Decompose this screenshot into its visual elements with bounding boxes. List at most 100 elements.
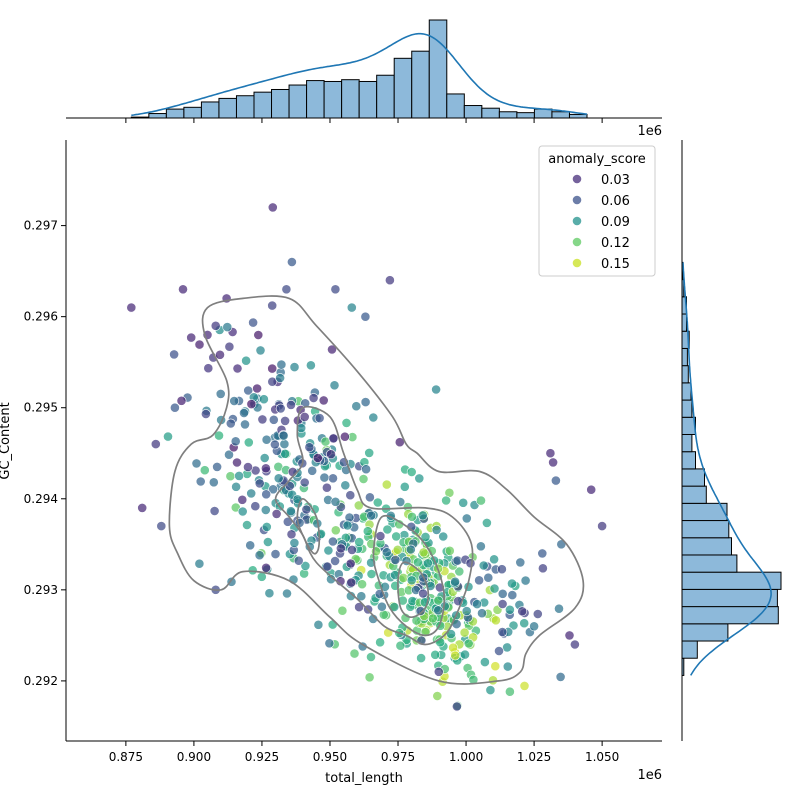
scatter-point	[538, 563, 548, 574]
scatter-point	[254, 550, 265, 561]
right-hist-bar	[681, 485, 707, 504]
scatter-point	[497, 627, 508, 637]
scatter-point	[497, 599, 508, 609]
scatter-point	[399, 481, 410, 492]
top-hist-bar	[481, 107, 500, 119]
scatter-point	[357, 579, 367, 590]
scatter-point	[489, 554, 499, 565]
scatter-point	[586, 484, 597, 495]
scatter-point	[346, 577, 357, 588]
kde-contour-line	[274, 405, 474, 646]
scatter-point	[255, 345, 266, 356]
scatter-point	[137, 502, 148, 513]
scatter-point	[339, 431, 350, 442]
right-hist-bar	[681, 588, 778, 608]
scatter-point	[301, 504, 312, 515]
scatter-point	[431, 384, 441, 395]
scatter-point	[450, 650, 461, 661]
top-hist-bar	[568, 113, 588, 119]
top-hist-bar	[463, 105, 483, 119]
top-hist-bar	[183, 106, 202, 119]
scatter-point	[327, 536, 338, 547]
scatter-point	[407, 511, 417, 522]
top-marginal-histogram	[130, 19, 588, 119]
y-axis-label: GC_Content	[0, 402, 13, 479]
scatter-point	[237, 494, 248, 505]
right-hist-bar	[681, 313, 687, 332]
scatter-point	[405, 544, 416, 555]
scatter-point	[270, 549, 281, 559]
scatter-point	[478, 560, 489, 571]
scatter-point	[502, 642, 512, 653]
scatter-point	[259, 453, 270, 463]
right-hist-bar	[681, 451, 696, 470]
scatter-point	[285, 506, 296, 517]
legend-label: 0.09	[601, 215, 630, 230]
right-hist-bar	[681, 382, 692, 401]
scatter-point	[463, 638, 474, 649]
right-hist-bar	[681, 433, 693, 453]
scatter-point	[260, 463, 271, 474]
kde-contours	[168, 295, 585, 685]
scatter-point	[461, 606, 472, 616]
scatter-point	[261, 522, 272, 532]
scatter-point	[278, 430, 289, 441]
scatter-point	[517, 606, 528, 617]
scatter-point	[458, 497, 469, 508]
scatter-point	[327, 344, 337, 355]
scatter-point	[253, 330, 264, 340]
scatter-point	[318, 395, 329, 406]
right-marginal-histogram	[681, 261, 782, 676]
scatter-point	[264, 588, 275, 599]
scatter-point	[476, 495, 486, 506]
top-hist-bar	[341, 79, 360, 119]
right-hist-bar	[681, 537, 732, 556]
scatter-point	[555, 672, 566, 682]
scatter-point	[376, 601, 387, 612]
scatter-point	[308, 393, 319, 403]
y-axis-ticks: 0.292 0.293 0.294 0.295 0.296 0.297	[24, 219, 66, 688]
scatter-point	[545, 448, 556, 459]
y-tick-label: 0.296	[24, 310, 58, 324]
kde-contour-line	[296, 497, 321, 555]
x-axis-ticks: 0.875 0.900 0.925 0.950 0.975 1.000 1.025 1.050	[109, 741, 619, 764]
scatter-point	[418, 588, 428, 599]
scatter-point	[415, 606, 426, 616]
scatter-point	[515, 557, 526, 568]
scatter-point	[454, 566, 465, 577]
scatter-point	[337, 605, 348, 616]
scatter-point	[537, 548, 548, 559]
scatter-point	[422, 558, 433, 569]
scatter-point	[330, 284, 341, 295]
scatter-point	[368, 412, 379, 423]
scatter-point	[474, 575, 484, 586]
scatter-point	[548, 457, 558, 468]
scatter-point	[239, 408, 249, 418]
scatter-point	[360, 311, 371, 322]
scatter-point	[241, 355, 251, 366]
scatter-point	[554, 603, 564, 614]
scatter-point	[305, 360, 316, 371]
scatter-point	[267, 202, 278, 213]
scatter-point	[430, 649, 441, 660]
scatter-point	[507, 590, 518, 600]
scatter-point	[245, 540, 256, 551]
scatter-point	[225, 471, 236, 482]
top-hist-bar	[235, 95, 255, 119]
scatter-point	[406, 467, 417, 477]
scatter-point	[329, 380, 340, 391]
top-hist-bar	[306, 80, 325, 119]
scatter-point	[268, 414, 279, 425]
scatter-point	[243, 437, 254, 448]
scatter-point	[551, 475, 561, 486]
scatter-point	[261, 562, 271, 573]
scatter-point	[418, 547, 429, 558]
scatter-point	[384, 275, 395, 286]
scatter-point	[395, 640, 406, 651]
kde-contour-line	[372, 514, 446, 637]
right-hist-bar	[681, 623, 729, 642]
scatter-point	[497, 588, 508, 599]
right-hist-bar	[681, 399, 693, 418]
scatter-point	[483, 572, 494, 583]
scatter-point	[323, 545, 334, 556]
